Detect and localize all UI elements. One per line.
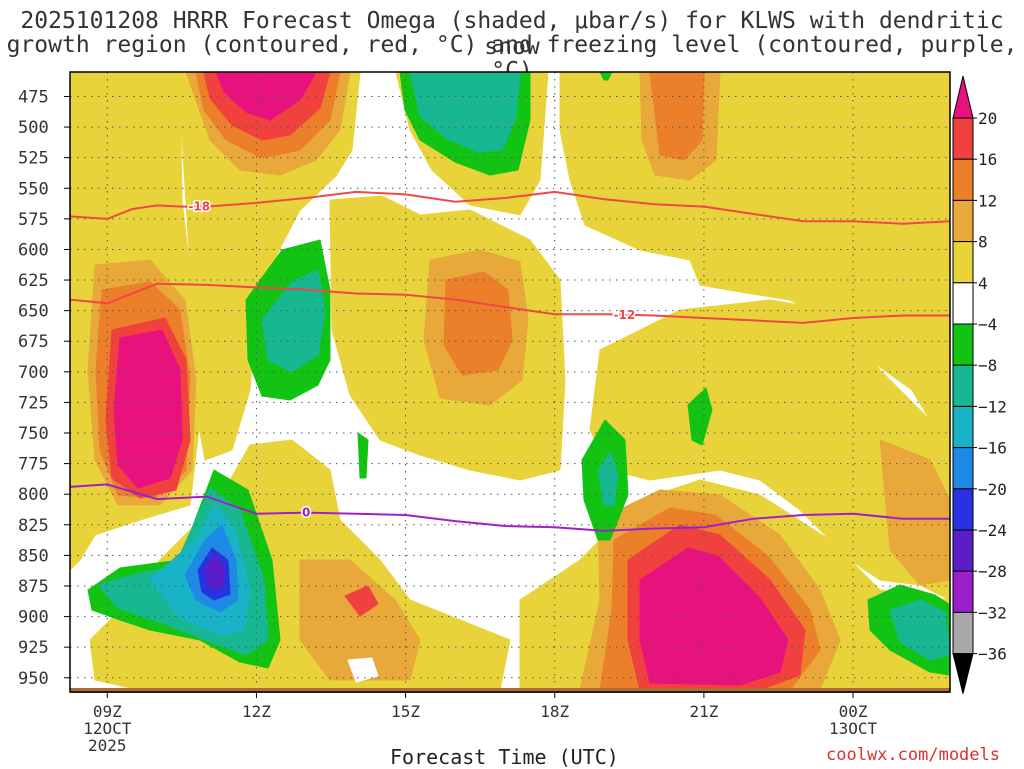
colorbar-swatch xyxy=(952,405,974,449)
y-tick-label: 950 xyxy=(18,669,49,689)
colorbar-tick-label: 4 xyxy=(978,274,988,293)
colorbar-swatch xyxy=(952,323,974,366)
colorbar-swatch xyxy=(952,75,974,119)
x-tick-label: 21Z xyxy=(689,702,718,721)
colorbar-tick-label: −4 xyxy=(978,315,997,334)
colorbar-swatch xyxy=(952,488,974,531)
colorbar-tick-label: −8 xyxy=(978,356,997,375)
colorbar-tick-label: −20 xyxy=(978,480,1007,499)
omega-region xyxy=(299,559,421,681)
contour-line-dendritic-minus12 xyxy=(70,282,950,324)
chart-title-line-2: growth region (contoured, red, °C) and f… xyxy=(6,32,1018,84)
colorbar-swatch xyxy=(952,611,974,655)
y-tick-label: 675 xyxy=(18,332,49,352)
y-tick-label: 750 xyxy=(18,424,49,444)
colorbar-tick-label: −36 xyxy=(978,645,1007,664)
contour-line-dendritic-minus18 xyxy=(70,190,950,225)
colorbar-swatch xyxy=(952,529,974,572)
y-tick-label: 600 xyxy=(18,240,49,260)
colorbar-tick-label: 12 xyxy=(978,191,997,210)
omega-region xyxy=(589,299,950,601)
contour-line-freezing-level-0 xyxy=(70,483,950,532)
omega-region xyxy=(261,269,326,373)
x-tick-label: 13OCT xyxy=(829,719,878,738)
colorbar-tick-label: 20 xyxy=(978,109,997,128)
source-credit[interactable]: coolwx.com/models xyxy=(826,745,1000,765)
plot-frame xyxy=(69,71,951,693)
colorbar-swatch xyxy=(952,653,974,694)
x-tick-label: 00Z xyxy=(839,702,868,721)
omega-region xyxy=(879,439,950,586)
colorbar-tick-label: −12 xyxy=(978,397,1007,416)
omega-region xyxy=(409,72,521,153)
pressure-axis: 475 500 525 550 575 600 625 650 675 700 725 750 775 8… xyxy=(18,87,70,689)
colorbar-tick-label: 16 xyxy=(978,150,997,169)
omega-region xyxy=(599,72,613,81)
x-tick-label: 15Z xyxy=(391,702,420,721)
ground-surface xyxy=(70,688,950,693)
omega-region xyxy=(344,585,379,617)
chart-title-line-1: 2025101208 HRRR Forecast Omega (shaded, … xyxy=(20,8,1004,60)
omega-region xyxy=(443,271,513,376)
x-tick-label: 2025 xyxy=(88,736,127,755)
y-tick-label: 925 xyxy=(18,638,49,658)
y-tick-label: 700 xyxy=(18,363,49,383)
y-tick-label: 475 xyxy=(18,87,49,107)
omega-region xyxy=(347,657,379,683)
omega-region xyxy=(597,451,619,506)
y-tick-label: 625 xyxy=(18,271,49,291)
contour-label-dendritic-minus12: -12 xyxy=(614,308,636,322)
temperature-contours: -18 -12 0 xyxy=(70,190,950,532)
x-tick-label: 12OCT xyxy=(83,719,132,738)
y-tick-label: 900 xyxy=(18,608,49,628)
colorbar: 20 16 12 8 4 −4 −8 −12 −16 −20 −24 −28 −32 −36 xyxy=(952,75,1007,694)
contour-label-dendritic-minus18: -18 xyxy=(188,200,210,214)
colorbar-swatch xyxy=(952,241,974,284)
y-tick-label: 800 xyxy=(18,485,49,505)
colorbar-tick-label: 8 xyxy=(978,233,988,252)
colorbar-tick-label: −16 xyxy=(978,439,1007,458)
omega-shading xyxy=(70,72,950,690)
y-tick-label: 550 xyxy=(18,179,49,199)
omega-region xyxy=(649,72,705,161)
x-axis-title: Forecast Time (UTC) xyxy=(390,745,619,769)
x-tick-label: 12Z xyxy=(242,702,271,721)
colorbar-swatch xyxy=(952,364,974,407)
y-tick-label: 875 xyxy=(18,577,49,597)
grid-lines xyxy=(70,72,950,690)
y-tick-label: 825 xyxy=(18,516,49,536)
colorbar-swatch xyxy=(952,282,974,325)
omega-region xyxy=(357,432,369,479)
colorbar-tick-label: −32 xyxy=(978,603,1007,622)
y-tick-label: 850 xyxy=(18,546,49,566)
y-tick-label: 775 xyxy=(18,455,49,475)
omega-region xyxy=(70,72,181,141)
y-tick-label: 725 xyxy=(18,393,49,413)
y-tick-label: 650 xyxy=(18,302,49,322)
x-tick-label: 18Z xyxy=(540,702,569,721)
colorbar-swatch xyxy=(952,117,974,160)
colorbar-swatch xyxy=(952,199,974,243)
colorbar-swatch xyxy=(952,570,974,613)
contour-label-freezing-level-0: 0 xyxy=(302,506,310,520)
y-tick-label: 525 xyxy=(18,149,49,169)
colorbar-tick-label: −28 xyxy=(978,562,1007,581)
colorbar-tick-label: −24 xyxy=(978,521,1007,540)
colorbar-swatch xyxy=(952,158,974,201)
y-tick-label: 575 xyxy=(18,210,49,230)
x-tick-label: 09Z xyxy=(93,702,122,721)
omega-region xyxy=(113,329,183,489)
omega-region xyxy=(889,599,950,661)
y-tick-label: 500 xyxy=(18,118,49,138)
colorbar-swatch xyxy=(952,447,974,490)
